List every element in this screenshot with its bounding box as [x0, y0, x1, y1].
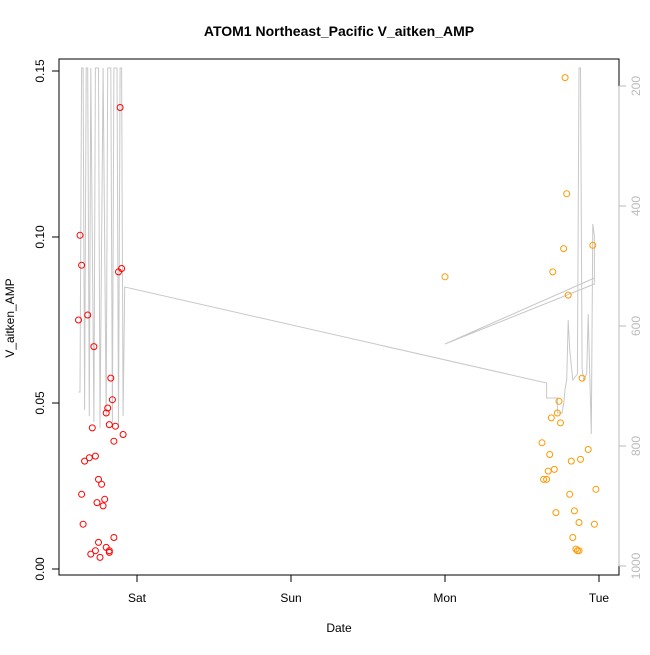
- x-tick-label: Sat: [128, 591, 147, 605]
- data-point-series1: [87, 550, 95, 558]
- data-point-series2: [552, 509, 560, 517]
- chart-title: ATOM1 Northeast_Pacific V_aitken_AMP: [204, 23, 474, 39]
- data-point-series1: [88, 424, 96, 432]
- data-point-series2: [546, 451, 554, 458]
- data-point-series1: [107, 374, 115, 382]
- y-tick-label: 0.15: [33, 59, 47, 83]
- data-point-series2: [589, 241, 597, 249]
- data-point-series2: [540, 475, 548, 483]
- data-point-series2: [441, 273, 449, 281]
- data-point-series1: [91, 452, 99, 460]
- plot-frame: [58, 58, 620, 576]
- data-point-series2: [575, 519, 583, 526]
- axes-layer: Sat Sun Mon Tue 0.00 0.05 0.10 0.15 200 400 600 800…: [33, 59, 643, 605]
- data-point-series1: [78, 490, 86, 498]
- y-tick-label: 0.05: [33, 391, 47, 415]
- data-point-series2: [566, 490, 574, 498]
- data-point-series2: [557, 419, 564, 427]
- data-point-series1: [111, 422, 119, 430]
- points-layer: [75, 74, 600, 561]
- data-point-series2: [563, 190, 571, 198]
- data-point-series1: [110, 534, 118, 541]
- secondary-line-layer: [78, 67, 595, 435]
- data-point-series1: [108, 396, 116, 404]
- data-point-series1: [84, 311, 92, 319]
- data-point-series1: [96, 553, 104, 561]
- y2-tick-label: 200: [629, 76, 643, 96]
- data-point-series1: [105, 547, 113, 555]
- y-tick-label: 0.00: [33, 557, 47, 581]
- data-point-series1: [81, 457, 89, 465]
- data-point-series2: [592, 485, 600, 493]
- data-point-series1: [90, 343, 98, 351]
- data-point-series1: [95, 475, 102, 483]
- data-point-series2: [567, 457, 575, 465]
- data-point-series2: [590, 520, 598, 528]
- data-point-series2: [544, 467, 552, 475]
- x-tick-label: Tue: [589, 591, 610, 605]
- data-point-series2: [547, 414, 555, 422]
- data-point-series1: [104, 404, 112, 412]
- data-point-series1: [105, 421, 113, 429]
- y2-tick-label: 600: [629, 316, 643, 336]
- data-point-series2: [561, 74, 569, 82]
- data-point-series1: [98, 480, 106, 488]
- data-point-series2: [553, 409, 561, 417]
- data-point-series1: [79, 520, 87, 528]
- y-tick-label: 0.10: [33, 225, 47, 249]
- data-point-series2: [569, 534, 577, 541]
- x-tick-label: Mon: [433, 591, 456, 605]
- data-point-series2: [538, 439, 546, 447]
- data-point-series2: [560, 245, 568, 253]
- data-point-series1: [110, 437, 118, 445]
- data-point-series2: [577, 455, 584, 463]
- y2-tick-label: 1000: [629, 552, 643, 579]
- data-point-series1: [101, 495, 109, 503]
- data-point-series1: [78, 261, 86, 269]
- x-tick-label: Sun: [280, 591, 301, 605]
- data-point-series2: [575, 547, 583, 555]
- data-point-series1: [118, 265, 126, 272]
- data-point-series1: [116, 104, 124, 111]
- data-point-series2: [555, 397, 563, 405]
- data-point-series1: [76, 231, 84, 239]
- data-point-series2: [584, 446, 592, 453]
- y-axis-label: V_aitken_AMP: [3, 278, 17, 357]
- data-point-series2: [564, 291, 572, 299]
- data-point-series1: [85, 454, 93, 462]
- data-point-series1: [91, 547, 99, 555]
- data-point-series1: [119, 431, 127, 438]
- data-point-series2: [578, 374, 586, 382]
- data-point-series2: [570, 507, 578, 515]
- data-point-series1: [99, 502, 107, 510]
- data-point-series1: [102, 409, 110, 417]
- data-point-series2: [543, 475, 551, 483]
- data-point-series1: [75, 316, 82, 324]
- data-point-series2: [549, 268, 557, 276]
- data-point-series1: [95, 538, 102, 546]
- x-axis-label: Date: [326, 621, 352, 635]
- data-point-series2: [550, 465, 558, 473]
- y2-tick-label: 400: [629, 196, 643, 216]
- data-point-series1: [93, 499, 101, 507]
- secondary-line: [78, 67, 595, 435]
- y2-tick-label: 800: [629, 436, 643, 456]
